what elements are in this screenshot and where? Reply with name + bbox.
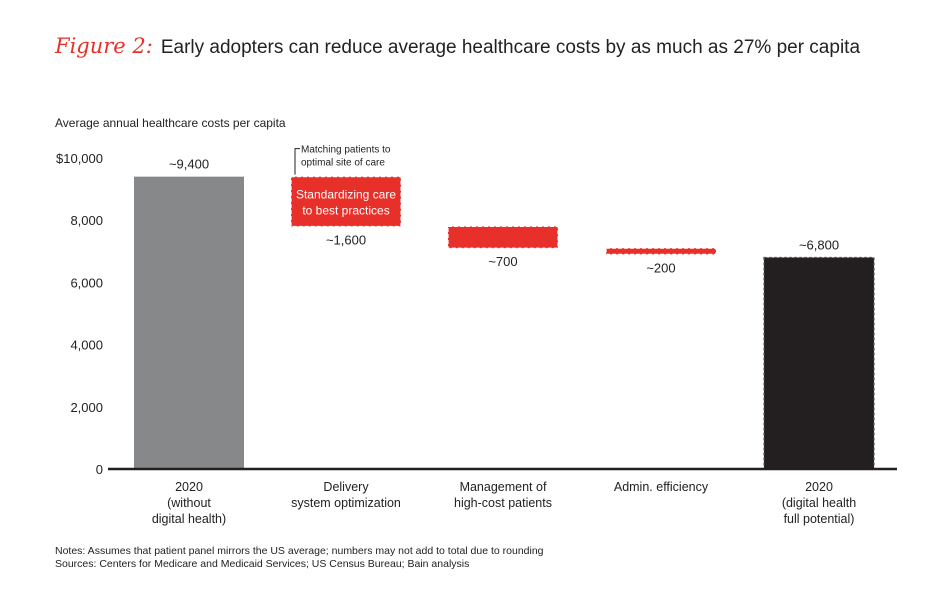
category-label: (without bbox=[167, 496, 211, 510]
figure-label: Figure 2: bbox=[55, 34, 153, 58]
y-tick-label: $10,000 bbox=[56, 151, 103, 166]
chart-title: Figure 2: Early adopters can reduce avera… bbox=[55, 34, 860, 59]
data-label: ~1,600 bbox=[326, 232, 366, 247]
data-label: ~200 bbox=[646, 260, 675, 275]
category-label: digital health) bbox=[152, 512, 226, 526]
category-label: 2020 bbox=[805, 480, 833, 494]
y-tick-label: 8,000 bbox=[70, 213, 103, 228]
category-label: Delivery bbox=[323, 480, 369, 494]
category-label: system optimization bbox=[291, 496, 401, 510]
category-label: Management of bbox=[460, 480, 547, 494]
annotation-text: optimal site of care bbox=[301, 158, 385, 169]
bar-4 bbox=[605, 247, 717, 256]
bar-2 bbox=[290, 176, 402, 228]
data-label: ~700 bbox=[488, 254, 517, 269]
category-label: full potential) bbox=[784, 512, 855, 526]
y-tick-label: 6,000 bbox=[70, 275, 103, 290]
sources-text: Sources: Centers for Medicare and Medica… bbox=[55, 558, 470, 570]
data-label: ~9,400 bbox=[169, 157, 209, 172]
bar-1 bbox=[134, 176, 244, 469]
annotation-bracket bbox=[294, 148, 300, 175]
bar-3 bbox=[447, 225, 559, 249]
bar-inner-label: Standardizing care bbox=[296, 188, 396, 202]
category-label: Admin. efficiency bbox=[614, 480, 709, 494]
annotation-text: Matching patients to bbox=[301, 145, 391, 156]
y-axis-title: Average annual healthcare costs per capi… bbox=[55, 116, 286, 130]
category-label: 2020 bbox=[175, 480, 203, 494]
data-label: ~6,800 bbox=[799, 238, 839, 253]
chart-notes: Notes: Assumes that patient panel mirror… bbox=[55, 545, 544, 571]
y-tick-label: 2,000 bbox=[70, 400, 103, 415]
bar-inner-label: to best practices bbox=[302, 204, 389, 218]
category-label: high-cost patients bbox=[454, 496, 552, 510]
y-tick-label: 0 bbox=[96, 462, 103, 477]
notes-text: Notes: Assumes that patient panel mirror… bbox=[55, 545, 544, 557]
y-tick-label: 4,000 bbox=[70, 338, 103, 353]
title-text: Early adopters can reduce average health… bbox=[160, 37, 861, 58]
category-label: (digital health bbox=[782, 496, 856, 510]
bar-5 bbox=[763, 256, 875, 470]
